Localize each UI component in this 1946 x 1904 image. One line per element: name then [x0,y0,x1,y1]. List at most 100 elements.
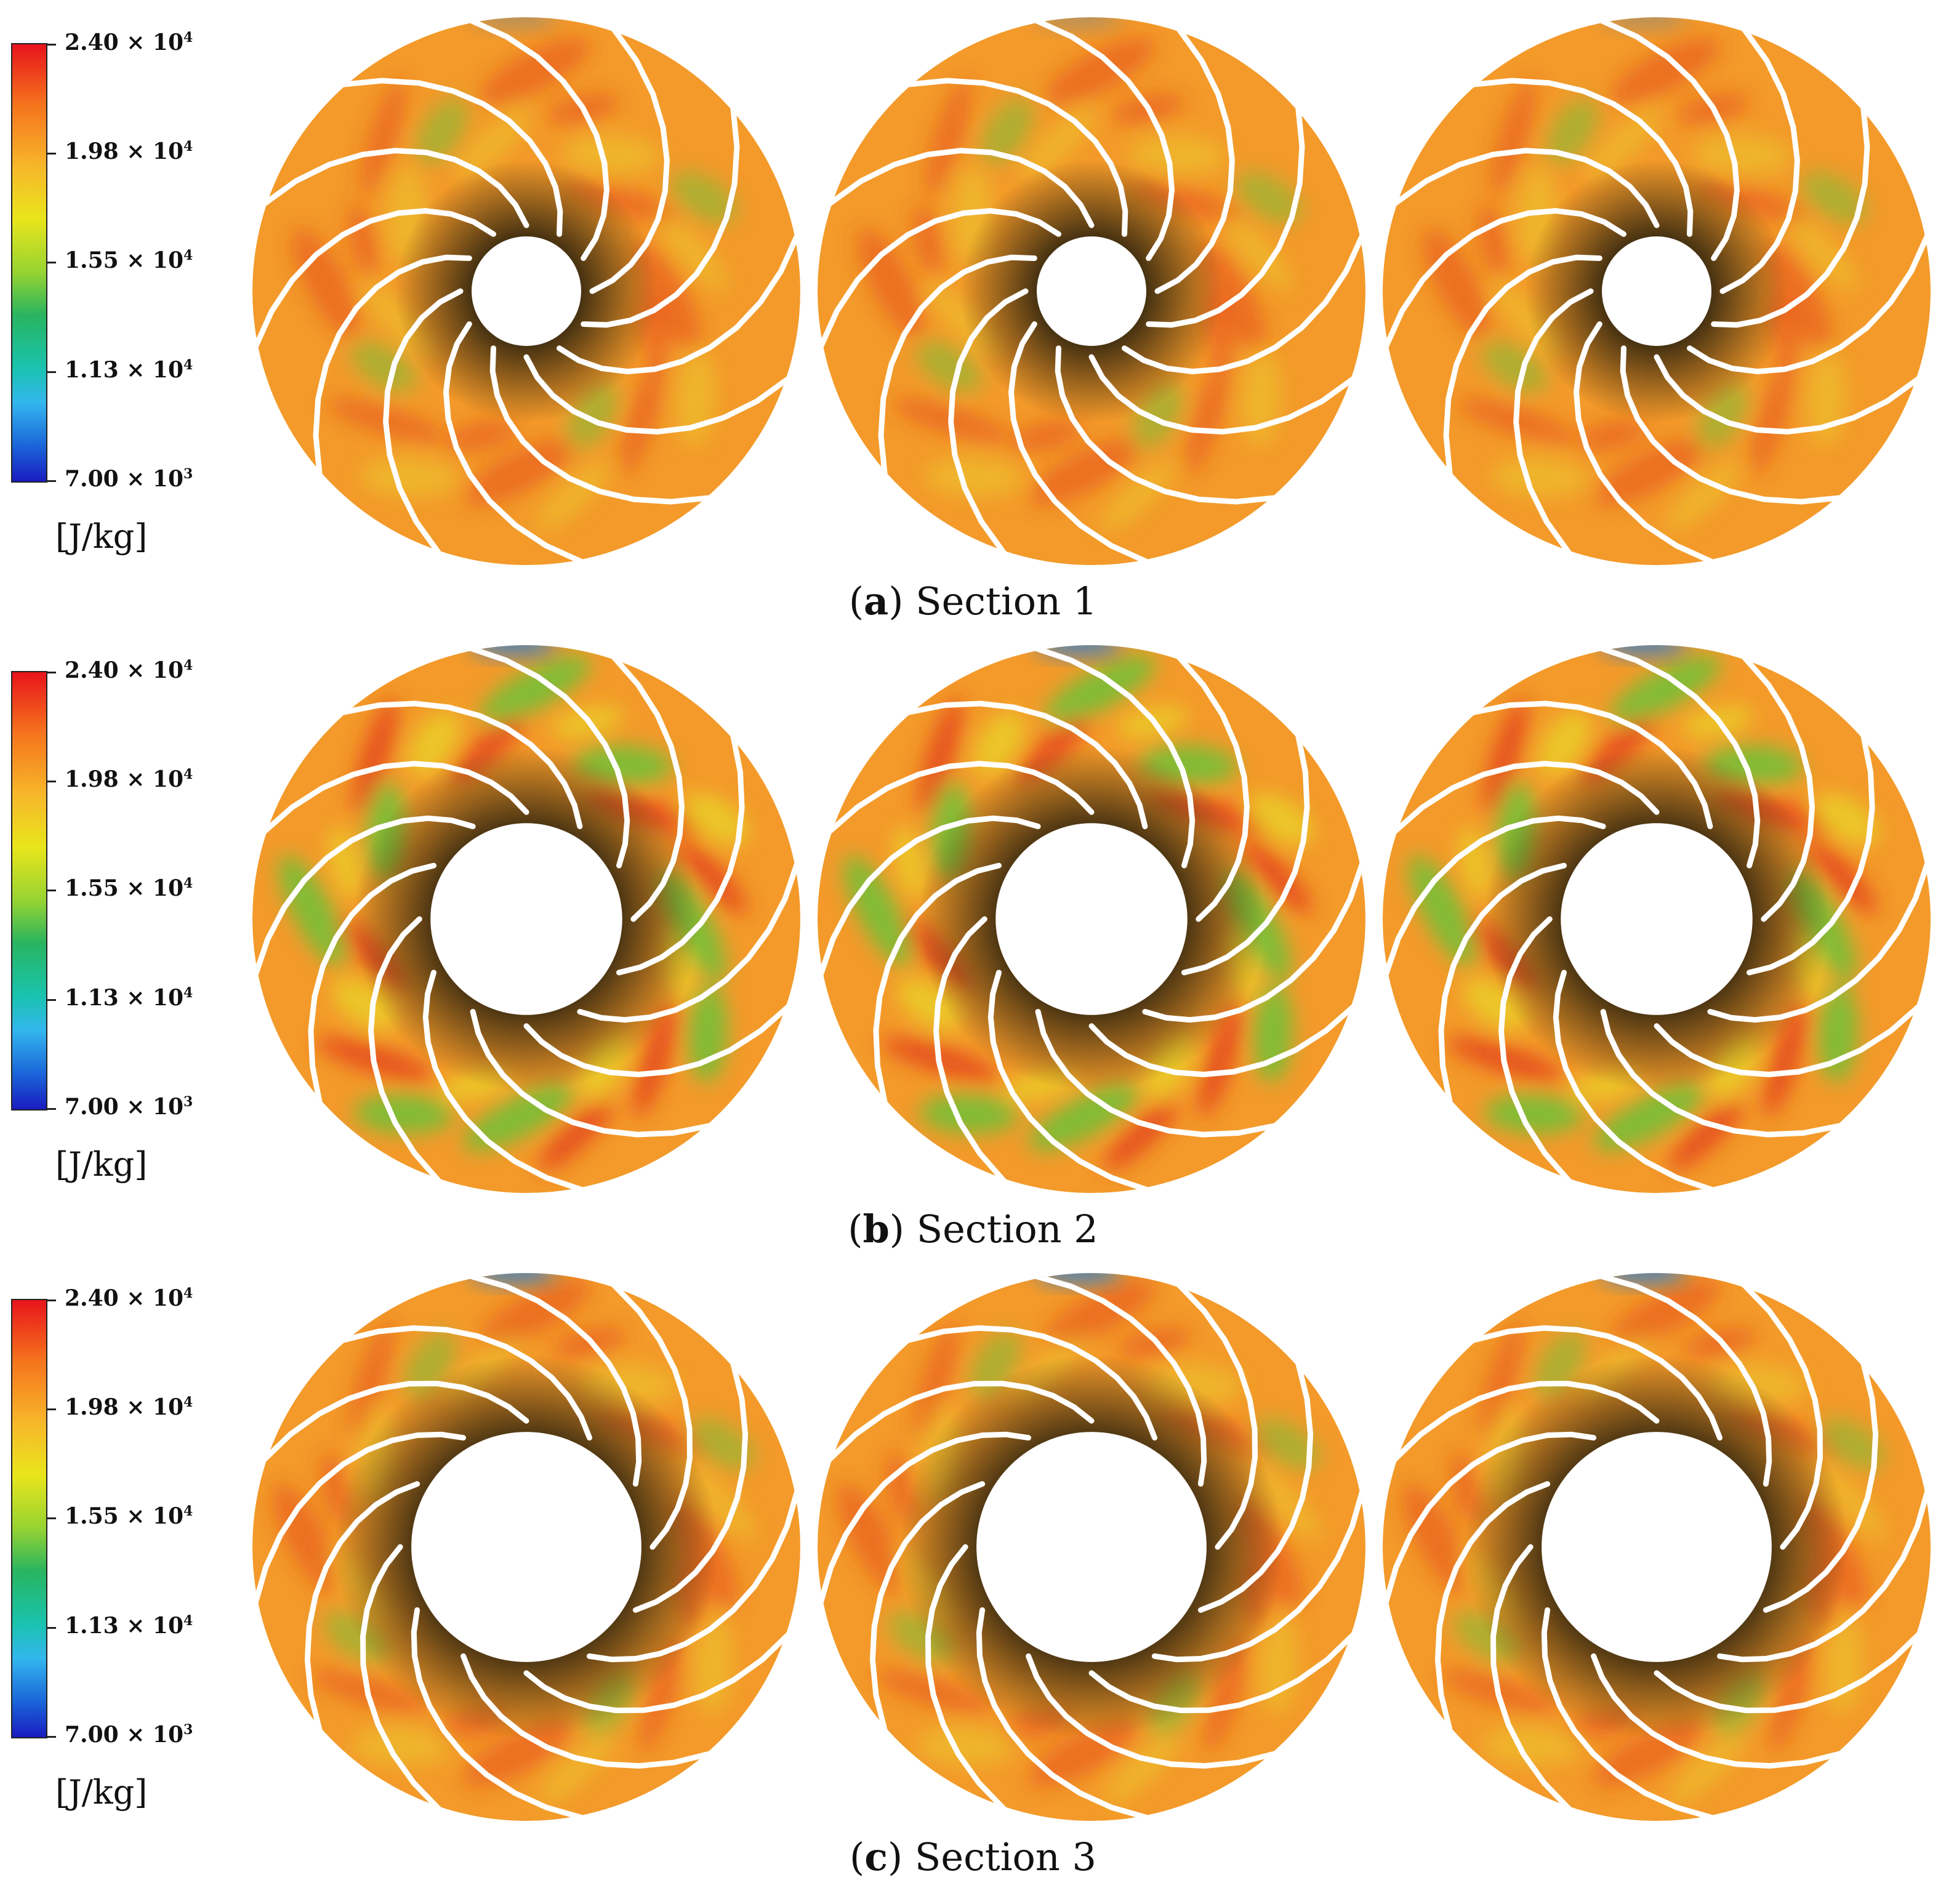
blade [1470,1325,1723,1441]
hub [976,1432,1207,1662]
blade [468,1273,642,1487]
blade [468,645,630,869]
blade [1434,1481,1551,1733]
colorbar-tick: 1.98 × 104 [46,139,193,164]
blade [470,1009,713,1138]
blade [252,207,496,350]
blade [818,815,1041,978]
blade [1033,645,1196,869]
blade [1513,288,1594,556]
blade [1383,815,1606,978]
caption-section-1: (a) Section 1 [848,579,1098,624]
blade [1008,321,1150,565]
blade [1152,1488,1365,1663]
blade [1055,345,1278,505]
blade [1553,970,1715,1193]
blade [1498,916,1572,1184]
blade [1620,345,1843,505]
blade [1470,701,1713,829]
blade [1154,26,1235,294]
blade [411,1607,585,1821]
hub [1542,1432,1772,1662]
blade [557,233,800,375]
colorbar-tick: 1.98 × 104 [46,1394,193,1420]
colorbar-tick-min: 7.00 × 103 [46,1722,193,1748]
blade [1741,1282,1823,1550]
impeller-contour [818,17,1365,565]
blade [1026,1653,1278,1769]
colorbar [11,43,47,483]
hub [1037,236,1146,346]
blade [422,970,585,1193]
blade [611,1282,693,1550]
colorbar-tick: 1.13 × 104 [46,985,193,1011]
colorbar-tick: 1.55 × 104 [46,1503,193,1529]
impeller-contour [252,1273,800,1821]
blade [1088,1631,1357,1714]
colorbar [11,671,47,1111]
colorbar-legend: 2.40 × 104 1.98 × 104 1.55 × 104 1.13 × … [0,0,240,591]
blade [1033,1273,1207,1487]
blade [1687,233,1931,375]
colorbar-unit: [J/kg] [55,1145,148,1184]
blade [1181,733,1310,976]
blade [1176,1282,1258,1550]
blade [826,1380,1095,1463]
blade [1719,26,1800,294]
blade [869,1481,986,1733]
blade [1598,1273,1772,1487]
hub [411,1432,641,1662]
blade [1541,1607,1715,1821]
blade [1654,1631,1922,1714]
impeller-contour [252,17,800,565]
blade [383,288,464,556]
blade [261,760,529,835]
blade [1711,105,1870,328]
blade [925,1544,1007,1812]
blade [340,1325,592,1441]
colorbar-tick-max: 2.40 × 104 [46,1285,193,1311]
blade [1391,148,1660,228]
blade [826,148,1095,228]
blade [1573,321,1715,565]
blade [1654,354,1922,435]
caption-section-3: (c) Section 3 [850,1834,1096,1879]
colorbar-tick: 1.13 × 104 [46,1613,193,1639]
blade [976,1607,1150,1821]
colorbar-unit: [J/kg] [55,517,148,556]
blade [1490,1544,1572,1812]
impeller-contour [252,645,800,1193]
blade [1088,354,1357,435]
blade [261,1380,529,1463]
blade [873,862,1002,1106]
hub [1602,236,1711,346]
blade [261,148,529,228]
colorbar-tick-max: 2.40 × 104 [46,657,193,683]
colorbar-legend: 2.40 × 104 1.98 × 104 1.55 × 104 1.13 × … [0,1256,240,1847]
hub [430,823,622,1015]
row-section-2: 2.40 × 104 1.98 × 104 1.55 × 104 1.13 × … [0,628,1946,1256]
colorbar-tick: 1.55 × 104 [46,247,193,273]
blade [587,1488,800,1663]
row-section-3: 2.40 × 104 1.98 × 104 1.55 × 104 1.13 × … [0,1256,1946,1884]
blade [589,26,670,294]
blade [905,701,1148,829]
blade [987,970,1150,1193]
impeller-contour [818,1273,1365,1821]
blade [313,254,472,478]
colorbar [11,1299,47,1738]
blade [523,1631,792,1714]
blade [1741,654,1815,922]
impeller-contour [1383,645,1931,1193]
blade [948,288,1029,556]
blade [489,345,713,505]
blade [1654,1003,1922,1078]
blade [340,78,563,237]
blade [933,916,1007,1184]
blade [304,1481,420,1733]
colorbar-unit: [J/kg] [55,1773,148,1812]
blade [1438,862,1567,1106]
blade [1717,1488,1931,1663]
blade [632,1360,749,1613]
blade [1035,1009,1278,1138]
